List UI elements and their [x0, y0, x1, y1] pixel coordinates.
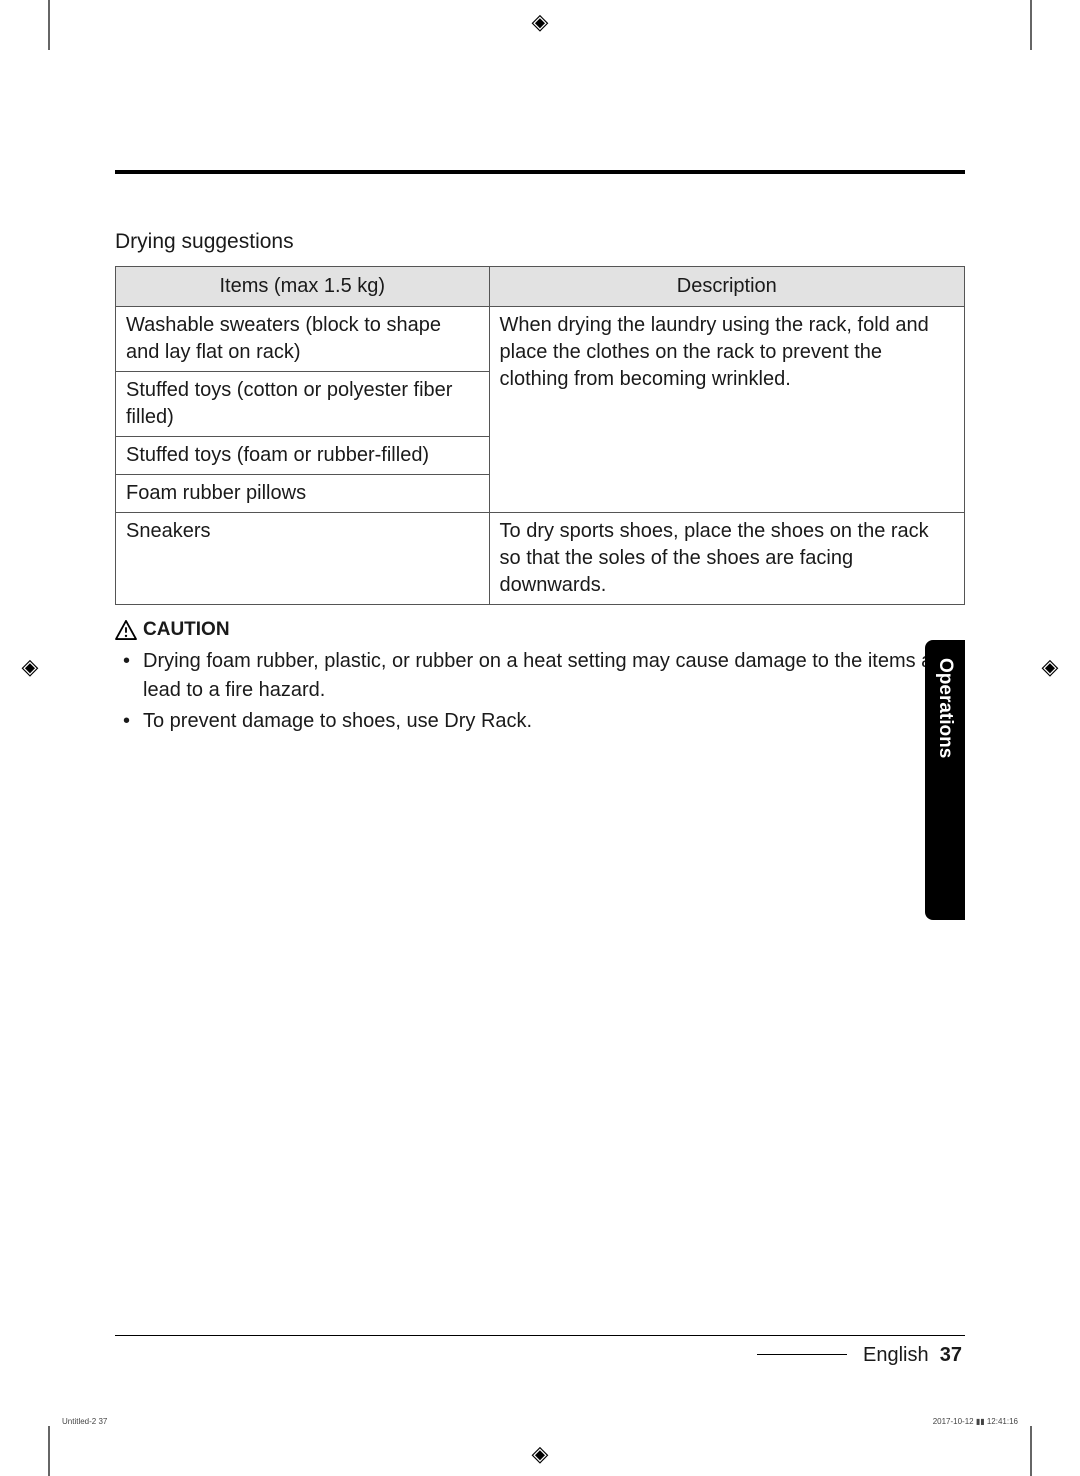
drying-table: Items (max 1.5 kg) Description Washable …: [115, 266, 965, 605]
registration-mark-icon: ◈: [528, 1442, 552, 1466]
crop-mark: [48, 1426, 50, 1476]
section-tab: Operations: [925, 640, 965, 920]
section-title: Drying suggestions: [115, 230, 965, 254]
table-cell: To dry sports shoes, place the shoes on …: [489, 513, 964, 605]
table-cell: When drying the laundry using the rack, …: [489, 307, 964, 513]
table-header-items: Items (max 1.5 kg): [116, 267, 490, 307]
footer-page-number: 37: [940, 1344, 962, 1366]
section-tab-label: Operations: [934, 658, 956, 758]
table-cell: Stuffed toys (cotton or polyester fiber …: [116, 372, 490, 437]
caution-item: To prevent damage to shoes, use Dry Rack…: [115, 707, 965, 736]
table-cell: Sneakers: [116, 513, 490, 605]
table-row: Washable sweaters (block to shape and la…: [116, 307, 965, 372]
table-cell: Washable sweaters (block to shape and la…: [116, 307, 490, 372]
footer-text: English 37: [863, 1344, 962, 1367]
footer-language: English: [863, 1344, 929, 1366]
footer-dash: [757, 1354, 847, 1355]
imprint-left: Untitled-2 37: [62, 1417, 107, 1426]
imprint-right: 2017-10-12 ▮▮ 12:41:16: [933, 1417, 1018, 1426]
page-content: Drying suggestions Items (max 1.5 kg) De…: [115, 170, 965, 1356]
crop-mark: [1030, 0, 1032, 50]
table-row: Sneakers To dry sports shoes, place the …: [116, 513, 965, 605]
caution-list: Drying foam rubber, plastic, or rubber o…: [115, 647, 965, 736]
caution-label: CAUTION: [143, 619, 230, 641]
crop-mark: [1030, 1426, 1032, 1476]
crop-mark: [48, 0, 50, 50]
caution-heading: CAUTION: [115, 619, 965, 641]
table-header-description: Description: [489, 267, 964, 307]
footer-rule: English 37: [115, 1335, 965, 1336]
table-cell: Foam rubber pillows: [116, 475, 490, 513]
registration-mark-icon: ◈: [18, 655, 42, 679]
caution-item: Drying foam rubber, plastic, or rubber o…: [115, 647, 965, 705]
warning-icon: [115, 620, 137, 640]
registration-mark-icon: ◈: [1038, 655, 1062, 679]
table-cell: Stuffed toys (foam or rubber-filled): [116, 437, 490, 475]
registration-mark-icon: ◈: [528, 10, 552, 34]
